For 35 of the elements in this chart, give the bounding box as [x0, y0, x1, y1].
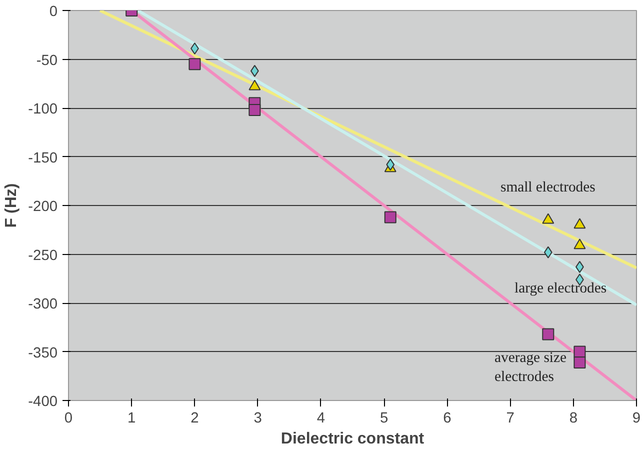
y-tick-label: -300 [28, 296, 58, 312]
point [248, 104, 261, 116]
point [188, 58, 201, 70]
y-tick-label: -100 [28, 102, 58, 118]
point [384, 211, 396, 224]
x-tick-label: 6 [443, 410, 452, 426]
x-tick-label: 3 [254, 410, 262, 426]
y-tick-label: 0 [49, 4, 58, 20]
x-tick-label: 2 [190, 410, 199, 426]
x-tick-label: 0 [64, 410, 73, 426]
y-tick-label: -150 [28, 150, 58, 166]
annotation: average size electrodes [494, 350, 567, 386]
x-tick-label: 4 [316, 410, 326, 426]
point [574, 218, 586, 229]
x-tick-label: 7 [506, 410, 514, 426]
y-tick-label: -200 [28, 199, 58, 215]
x-tick-label: 9 [632, 410, 641, 426]
x-axis-title: Dielectric constant [280, 430, 425, 448]
y-tick-label: -350 [28, 345, 58, 362]
point [544, 246, 552, 258]
point [542, 328, 554, 340]
y-tick-label: -400 [28, 394, 58, 410]
x-tick-label: 5 [380, 410, 388, 426]
y-tick-label: -50 [36, 52, 58, 69]
y-tick-label: -250 [28, 248, 58, 264]
y-axis-title: F (Hz) [3, 183, 20, 228]
point [386, 158, 395, 171]
point [542, 213, 554, 224]
point [574, 356, 586, 368]
point [574, 238, 586, 250]
x-tick-label: 8 [569, 410, 578, 426]
annotation: large electrodes [514, 280, 607, 296]
point [248, 80, 261, 90]
annotation: small electrodes [500, 180, 596, 196]
x-tick-label: 1 [128, 410, 136, 426]
